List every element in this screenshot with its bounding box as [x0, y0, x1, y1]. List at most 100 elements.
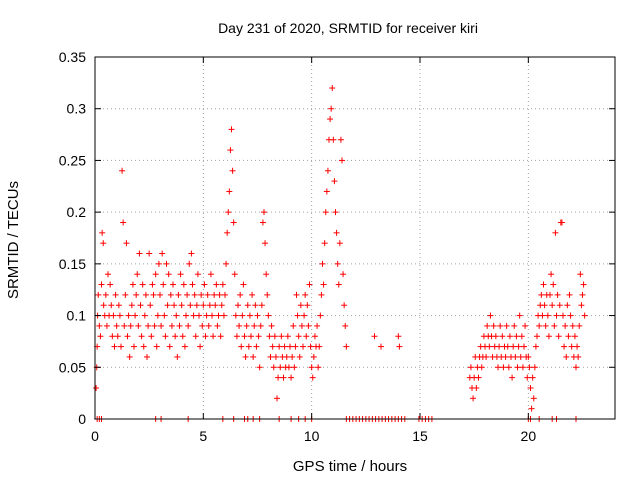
- data-point: [506, 333, 513, 340]
- data-point: [157, 291, 163, 298]
- data-point: [158, 322, 165, 329]
- data-point: [534, 333, 540, 340]
- data-point: [269, 343, 276, 350]
- data-point: [174, 353, 181, 360]
- data-point: [505, 364, 512, 371]
- data-point: [264, 291, 271, 298]
- data-point: [96, 322, 103, 329]
- data-point: [540, 281, 547, 288]
- data-point: [163, 260, 170, 267]
- data-point: [395, 333, 402, 340]
- data-point: [190, 312, 197, 319]
- data-point: [226, 188, 233, 195]
- data-point: [151, 322, 158, 329]
- data-point: [185, 322, 192, 329]
- data-point: [136, 250, 143, 257]
- data-point: [322, 209, 329, 216]
- data-point: [129, 281, 136, 288]
- data-point: [301, 312, 308, 319]
- data-point: [161, 312, 168, 319]
- data-point: [256, 364, 263, 371]
- data-point: [551, 322, 558, 329]
- data-point: [97, 333, 104, 340]
- data-point: [152, 271, 159, 278]
- data-point: [213, 281, 220, 288]
- data-point: [144, 353, 150, 360]
- x-tick-labels: 0 5 10 15 20: [91, 428, 536, 444]
- data-point: [178, 302, 185, 309]
- data-point: [250, 353, 257, 360]
- data-point: [177, 271, 184, 278]
- x-tick-label: 5: [199, 428, 207, 444]
- data-point: [252, 302, 259, 309]
- data-point: [109, 333, 116, 340]
- data-point: [102, 291, 109, 298]
- data-point: [171, 302, 178, 309]
- data-point: [278, 333, 285, 340]
- data-point: [192, 333, 199, 340]
- data-point: [181, 343, 188, 350]
- data-point: [179, 333, 186, 340]
- data-point: [307, 343, 314, 350]
- data-point: [526, 364, 533, 371]
- data-point: [243, 322, 250, 329]
- data-point: [529, 374, 536, 381]
- data-point: [575, 353, 582, 360]
- data-point: [160, 281, 167, 288]
- data-point: [336, 240, 343, 247]
- x-tick-label: 10: [304, 428, 320, 444]
- data-point: [512, 353, 519, 360]
- data-point: [257, 322, 264, 329]
- data-point: [510, 343, 517, 350]
- data-point: [277, 364, 284, 371]
- data-point: [120, 219, 127, 226]
- data-point: [248, 333, 254, 340]
- data-point: [238, 343, 245, 350]
- data-point: [556, 302, 563, 309]
- data-point: [527, 384, 534, 391]
- data-point: [199, 322, 206, 329]
- data-point: [528, 405, 535, 412]
- y-tick-label: 0.3: [67, 101, 87, 117]
- data-point: [175, 291, 182, 298]
- data-point: [241, 333, 248, 340]
- data-point: [303, 333, 310, 340]
- data-point: [541, 302, 548, 309]
- data-point: [170, 281, 176, 288]
- data-point: [228, 126, 235, 133]
- data-point: [563, 353, 570, 360]
- data-point: [300, 343, 306, 350]
- data-point: [145, 322, 152, 329]
- data-point: [132, 312, 139, 319]
- data-point: [211, 291, 218, 298]
- data-point: [327, 116, 334, 123]
- data-point: [495, 364, 501, 371]
- data-point: [292, 343, 299, 350]
- data-point: [259, 219, 266, 226]
- data-point: [564, 302, 571, 309]
- data-point: [99, 229, 106, 236]
- data-point: [115, 302, 122, 309]
- data-point: [133, 291, 140, 298]
- data-point: [310, 353, 317, 360]
- data-point: [484, 322, 491, 329]
- data-point: [321, 240, 328, 247]
- data-point: [245, 343, 252, 350]
- data-point: [578, 302, 585, 309]
- data-point: [121, 322, 128, 329]
- data-point: [324, 167, 331, 174]
- data-point: [135, 322, 142, 329]
- data-point: [517, 353, 524, 360]
- data-point: [280, 374, 287, 381]
- data-point: [123, 240, 130, 247]
- data-point: [478, 364, 485, 371]
- data-point: [126, 353, 133, 360]
- data-point: [396, 343, 403, 350]
- data-point: [544, 312, 551, 319]
- data-point: [193, 302, 200, 309]
- data-point: [159, 250, 166, 257]
- data-point: [552, 229, 559, 236]
- data-point: [207, 271, 214, 278]
- data-point: [293, 291, 300, 298]
- data-point: [522, 322, 529, 329]
